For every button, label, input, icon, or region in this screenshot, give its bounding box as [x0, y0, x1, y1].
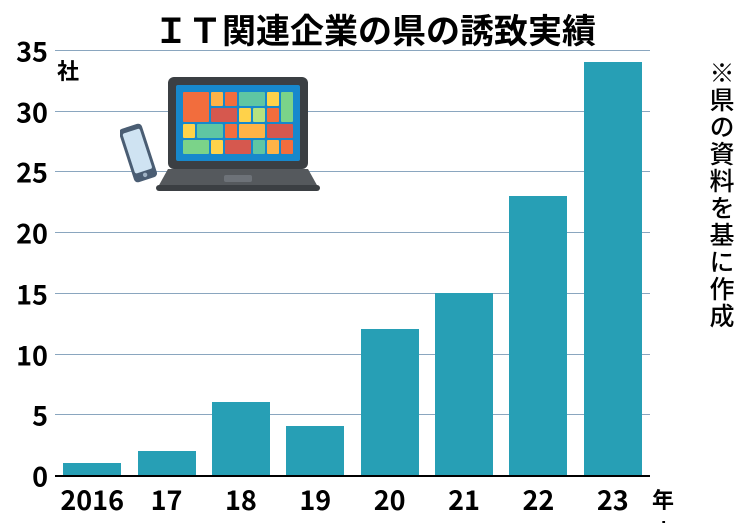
y-axis-unit: 社 [57, 54, 79, 86]
bar [361, 329, 419, 475]
laptop-phone-icon [120, 75, 320, 205]
x-axis-unit: 年度 [652, 483, 674, 523]
source-note: ※県の資料を基に作成 [704, 60, 740, 330]
y-tick-label: 10 [0, 334, 48, 373]
chart-root: ＩＴ関連企業の県の誘致実績 0 5 10 15 20 25 30 35 社 2016 17 18 19 2… [0, 0, 750, 523]
y-tick-label: 35 [0, 31, 48, 70]
y-tick-label: 15 [0, 273, 48, 312]
y-tick-label: 0 [0, 456, 48, 495]
grid-line [55, 50, 650, 51]
y-tick-label: 30 [0, 91, 48, 130]
x-tick-label: 2016 [60, 479, 124, 518]
x-tick-label: 18 [225, 479, 257, 518]
y-tick-label: 20 [0, 213, 48, 252]
bar [63, 463, 121, 475]
chart-title: ＩＴ関連企業の県の誘致実績 [0, 4, 750, 53]
x-tick-label: 17 [151, 479, 183, 518]
x-tick-label: 22 [523, 479, 555, 518]
bar [138, 451, 196, 475]
bar [435, 293, 493, 475]
x-tick-label: 20 [374, 479, 406, 518]
grid-line [55, 475, 650, 477]
y-tick-label: 5 [0, 395, 48, 434]
bar [212, 402, 270, 475]
decorative-illustration [120, 75, 320, 205]
bar [584, 62, 642, 475]
x-tick-label: 19 [299, 479, 331, 518]
bar [286, 426, 344, 475]
x-tick-label: 21 [448, 479, 480, 518]
bar [509, 196, 567, 475]
x-tick-label: 23 [597, 479, 629, 518]
y-tick-label: 25 [0, 152, 48, 191]
